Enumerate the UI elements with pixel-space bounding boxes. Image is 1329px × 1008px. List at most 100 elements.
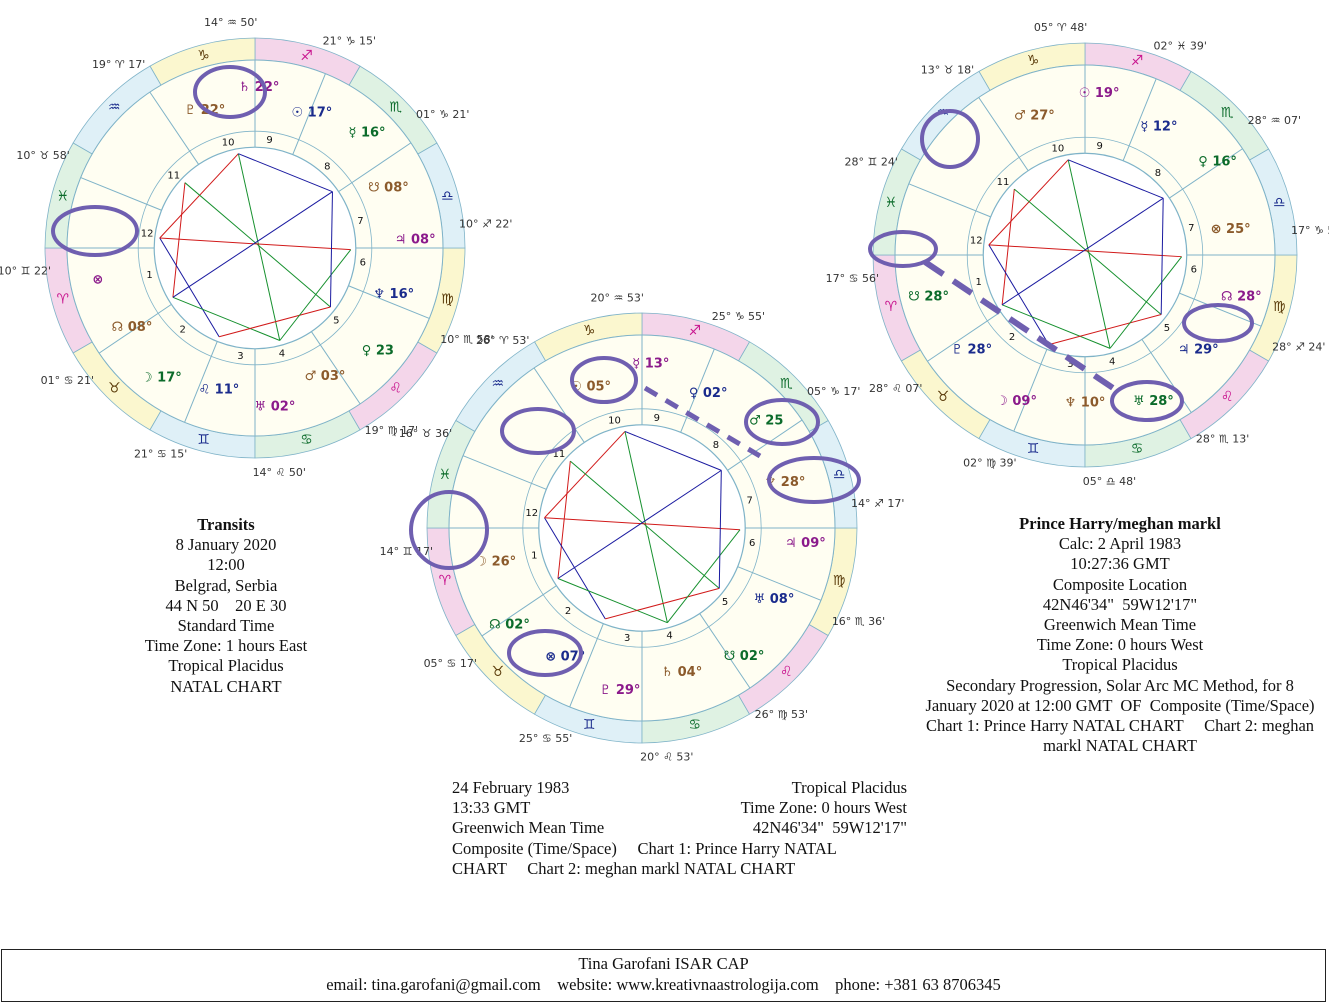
progressed-line: Time Zone: 0 hours West bbox=[1036, 635, 1204, 655]
house-cusp-line bbox=[908, 183, 991, 218]
cusp-label: 14° ♐ 17' bbox=[851, 497, 904, 510]
transits-title: Transits bbox=[197, 515, 255, 534]
aspect-line bbox=[544, 517, 741, 531]
planet-glyph: ☿ 12° bbox=[1140, 119, 1177, 134]
house-number: 7 bbox=[357, 216, 363, 227]
zodiac-sign-glyph: ♑ bbox=[583, 323, 596, 339]
house-number: 3 bbox=[1067, 359, 1073, 370]
cusp-label: 16° ♉ 36' bbox=[399, 427, 452, 440]
planet-glyph: ♄ 22° bbox=[239, 80, 280, 95]
zodiac-sign-glyph: ♐ bbox=[300, 48, 313, 64]
zodiac-sign-glyph: ♑ bbox=[1027, 53, 1040, 69]
house-cusp-line bbox=[462, 455, 547, 490]
house-cusp-line bbox=[978, 97, 1029, 171]
zodiac-sign-glyph: ♌ bbox=[780, 664, 793, 680]
transits-line: Belgrad, Serbia bbox=[174, 575, 278, 595]
zodiac-sign-glyph: ♌ bbox=[389, 381, 402, 397]
transits-line: NATAL CHART bbox=[170, 676, 282, 696]
footer-contact-box: Tina Garofani ISAR CAP email: tina.garof… bbox=[1, 949, 1326, 1002]
house-cusp-line bbox=[569, 623, 604, 708]
cusp-label: 02° ♍ 39' bbox=[963, 456, 1016, 469]
aspect-line bbox=[569, 460, 720, 589]
house-number: 5 bbox=[333, 315, 339, 326]
cusp-label: 13° ♉ 18' bbox=[921, 64, 974, 77]
house-number: 4 bbox=[1109, 356, 1115, 367]
house-number: 12 bbox=[141, 228, 154, 239]
transits-line: Tropical Placidus bbox=[168, 656, 284, 676]
cusp-label: 26° ♍ 53' bbox=[755, 708, 808, 721]
house-cusp-line bbox=[310, 331, 361, 405]
zodiac-sign-glyph: ♋ bbox=[1131, 441, 1144, 457]
house-cusp-line bbox=[1179, 292, 1262, 327]
house-cusp-line bbox=[1122, 78, 1157, 161]
aspect-line bbox=[218, 306, 331, 338]
composite-info: 24 February 1983 Tropical Placidus 13:33… bbox=[452, 778, 907, 879]
aspect-line bbox=[1001, 304, 1111, 349]
house-number: 2 bbox=[1009, 332, 1015, 343]
zodiac-sign-glyph: ♓ bbox=[56, 188, 69, 204]
cusp-label: 19° ♍ 17' bbox=[365, 424, 418, 437]
zodiac-sign-glyph: ♒ bbox=[108, 99, 121, 115]
planet-glyph: ☿ 16° bbox=[348, 126, 385, 141]
zodiac-sign-glyph: ♏ bbox=[780, 376, 793, 392]
house-number: 12 bbox=[970, 235, 983, 246]
cusp-label: 14° ♌ 50' bbox=[253, 466, 306, 479]
house-number: 10 bbox=[222, 138, 235, 149]
zodiac-sign-glyph: ♍ bbox=[441, 292, 454, 308]
planet-glyph: ☋ 02° bbox=[724, 649, 765, 664]
composite-timezone: Time Zone: 0 hours West bbox=[740, 798, 907, 818]
house-cusp-line bbox=[149, 91, 200, 165]
planet-glyph: ⊗ 07° bbox=[545, 649, 585, 664]
composite-house-system: Tropical Placidus bbox=[791, 778, 907, 797]
planet-glyph: ☋ 28° bbox=[908, 289, 949, 304]
house-number: 1 bbox=[146, 270, 152, 281]
aspect-line bbox=[718, 470, 722, 589]
highlight-venus bbox=[500, 407, 576, 455]
planet-glyph: ☉ 17° bbox=[291, 106, 332, 121]
zodiac-sign-glyph: ♑ bbox=[197, 48, 210, 64]
aspect-line bbox=[172, 191, 333, 298]
planet-glyph: ☽ 26° bbox=[475, 554, 516, 569]
aspect-line bbox=[184, 182, 331, 308]
aspect-line bbox=[624, 431, 668, 623]
house-cusp-line bbox=[80, 177, 162, 211]
cusp-label: 28° ♊ 24' bbox=[845, 155, 898, 168]
zodiac-sign-glyph: ♉ bbox=[491, 664, 504, 680]
progressed-line: Greenwich Mean Time bbox=[1043, 615, 1197, 635]
zodiac-sign-glyph: ♏ bbox=[1221, 105, 1234, 121]
progressed-info: Prince Harry/meghan markl Calc: 2 April … bbox=[920, 514, 1320, 756]
highlight-ascendant bbox=[409, 490, 489, 570]
planet-glyph: ♇ 29° bbox=[600, 683, 641, 698]
zodiac-sign-glyph: ♊ bbox=[583, 717, 596, 733]
aspect-line bbox=[329, 191, 333, 307]
house-cusp-line bbox=[292, 73, 326, 155]
planet-glyph: ☉ 19° bbox=[1079, 86, 1120, 101]
progressed-title: Prince Harry/meghan markl bbox=[1019, 514, 1221, 533]
house-number: 5 bbox=[1164, 323, 1170, 334]
progressed-line: Tropical Placidus bbox=[1062, 655, 1178, 675]
cusp-label: 25° ♑ 55' bbox=[712, 310, 765, 323]
planet-glyph: ⊗ bbox=[92, 272, 103, 287]
house-number: 9 bbox=[654, 413, 660, 424]
transits-line: Standard Time bbox=[177, 616, 275, 636]
house-number: 2 bbox=[565, 606, 571, 617]
planet-glyph: ♄ 04° bbox=[661, 665, 702, 680]
house-cusp-line bbox=[737, 566, 822, 601]
cusp-label: 25° ♋ 55' bbox=[519, 732, 572, 745]
aspect-line bbox=[159, 237, 220, 338]
highlight-sun bbox=[570, 356, 638, 404]
composite-charts-line: Composite (Time/Space) Chart 1: Prince H… bbox=[452, 838, 837, 858]
zodiac-sign-glyph: ♎ bbox=[1273, 195, 1286, 211]
house-number: 8 bbox=[324, 162, 330, 173]
highlight-uranus bbox=[51, 205, 139, 257]
aspect-line bbox=[1048, 314, 1162, 346]
aspect-line bbox=[1001, 189, 1015, 305]
transits-line: 12:00 bbox=[207, 555, 245, 575]
highlight-north-node bbox=[507, 629, 583, 677]
house-cusp-line bbox=[699, 613, 751, 689]
house-number: 11 bbox=[553, 449, 566, 460]
cusp-label: 02° ♓ 39' bbox=[1153, 40, 1206, 53]
